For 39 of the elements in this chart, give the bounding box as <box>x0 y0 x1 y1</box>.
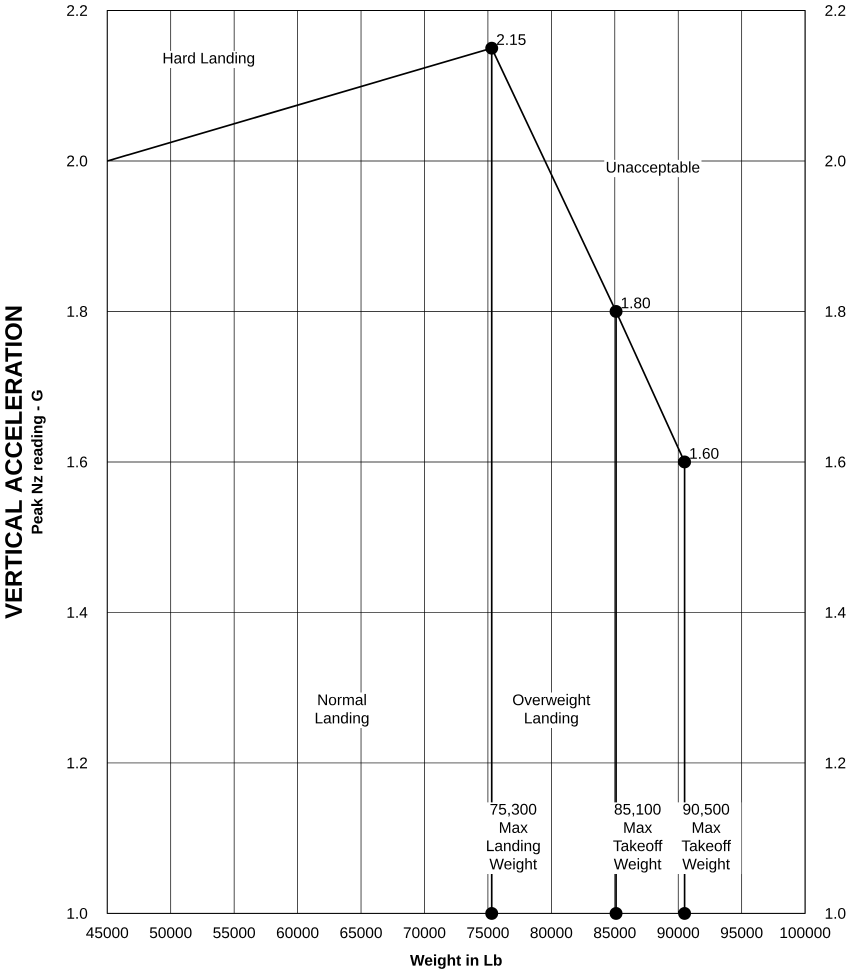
y2-tick-label: 1.0 <box>826 908 846 919</box>
data-label: 1.60 <box>690 448 718 459</box>
annotation: Unacceptable <box>606 161 700 176</box>
y-tick-label: 2.0 <box>67 156 88 166</box>
x-tick-label: 75000 <box>467 927 509 938</box>
annotation: 75,300 Max Landing Weight <box>486 804 540 873</box>
y2-tick-label: 1.8 <box>826 306 846 317</box>
y2-tick-label: 1.6 <box>826 456 846 468</box>
y-tick-label: 1.6 <box>67 456 88 468</box>
x-tick-label: 60000 <box>276 927 318 938</box>
y-tick-label: 1.0 <box>67 908 88 919</box>
y2-tick-label: 1.4 <box>826 607 846 618</box>
text: Peak Nz reading - G <box>31 390 46 534</box>
data-label: 2.15 <box>496 34 526 46</box>
data-label: 1.80 <box>622 297 650 308</box>
x-tick-label: 65000 <box>340 927 382 938</box>
annotation: 90,500 Max Takeoff Weight <box>682 804 731 873</box>
y-tick-label: 1.2 <box>67 758 87 768</box>
annotation: Hard Landing <box>164 52 254 67</box>
annotation: 85,100 Max Takeoff Weight <box>613 804 662 873</box>
y2-tick-label: 2.0 <box>825 156 846 166</box>
y-axis-title: VERTICAL ACCELERATION <box>5 306 22 619</box>
x-tick-label: 70000 <box>404 927 446 938</box>
x-tick-label: 95000 <box>720 927 762 938</box>
y2-tick-label: 2.2 <box>825 5 846 16</box>
y2-tick-label: 1.2 <box>826 758 846 768</box>
annotation: Normal Landing <box>316 694 368 727</box>
x-tick-label: 45000 <box>86 927 128 938</box>
x-tick-label: 85000 <box>594 927 636 938</box>
y-tick-label: 2.2 <box>67 5 87 16</box>
y-tick-label: 1.8 <box>67 306 88 317</box>
x-tick-label: 50000 <box>150 927 192 938</box>
annotation: Overweight Landing <box>512 694 590 727</box>
x-tick-label: 90000 <box>657 927 699 938</box>
x-tick-label: 80000 <box>530 927 572 938</box>
y-tick-label: 1.4 <box>67 607 88 618</box>
x-tick-label: 55000 <box>213 927 255 938</box>
x-axis-title: Weight in Lb <box>410 954 502 969</box>
x-tick-label: 100000 <box>780 927 830 938</box>
